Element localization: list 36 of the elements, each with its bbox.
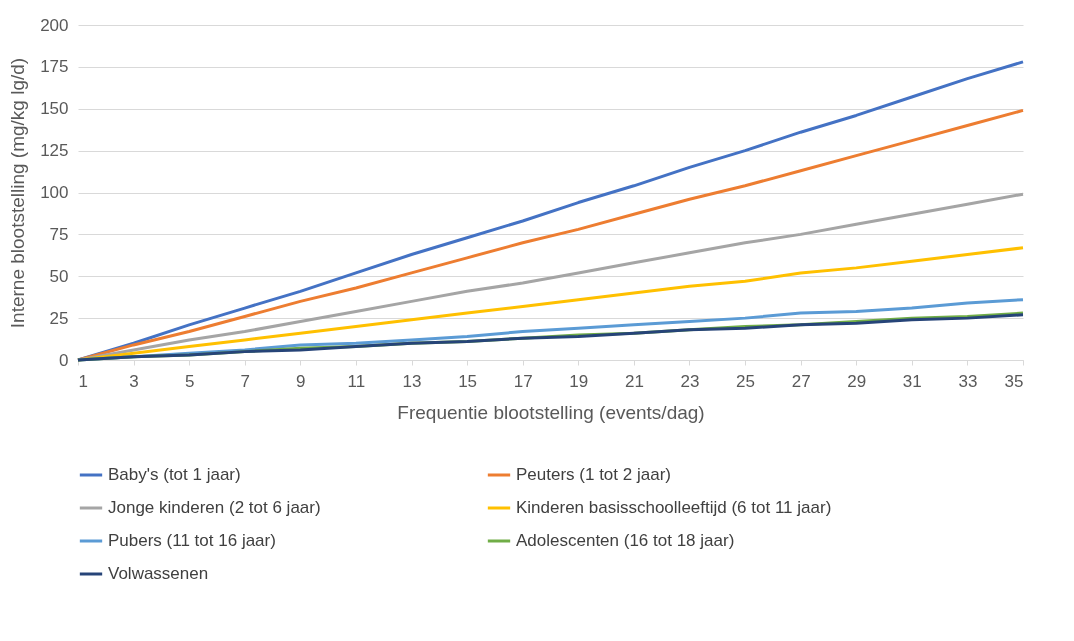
x-tick-label: 1 <box>78 371 88 391</box>
x-tick-label: 17 <box>513 371 533 391</box>
legend-label: Baby's (tot 1 jaar) <box>108 465 241 484</box>
y-tick-label: 75 <box>49 224 69 244</box>
y-tick-label: 125 <box>40 141 69 161</box>
y-tick-label: 50 <box>49 266 69 286</box>
x-tick-label: 23 <box>680 371 700 391</box>
x-tick-label: 5 <box>184 371 195 391</box>
x-tick-label: 7 <box>240 371 250 391</box>
y-axis-title: Interne blootstelling (mg/kg lg/d) <box>7 57 29 329</box>
x-tick-label: 9 <box>296 371 306 391</box>
legend-label: Peuters (1 tot 2 jaar) <box>516 465 671 484</box>
y-tick-label: 0 <box>59 350 69 370</box>
y-tick-label: 100 <box>40 183 69 202</box>
legend-label: Volwassenen <box>108 564 209 583</box>
x-tick-label: 11 <box>347 371 366 391</box>
x-tick-label: 19 <box>569 371 589 391</box>
x-tick-label: 25 <box>736 371 756 391</box>
x-tick-label: 27 <box>791 371 811 391</box>
legend-label: Pubers (11 tot 16 jaar) <box>108 531 276 550</box>
x-tick-label: 13 <box>402 371 422 391</box>
legend-label: Adolescenten (16 tot 18 jaar) <box>516 531 735 550</box>
y-tick-label: 150 <box>40 99 69 119</box>
y-tick-label: 25 <box>49 308 69 328</box>
x-tick-label: 15 <box>458 371 478 391</box>
legend-label: Jonge kinderen (2 tot 6 jaar) <box>108 498 321 517</box>
y-tick-label: 175 <box>40 57 69 77</box>
x-tick-label: 3 <box>129 371 139 391</box>
x-tick-label: 31 <box>902 371 922 391</box>
x-tick-label: 35 <box>1004 371 1024 391</box>
x-tick-label: 33 <box>958 371 978 391</box>
y-tick-label: 200 <box>40 15 69 35</box>
x-axis-title: Frequentie blootstelling (events/dag) <box>397 401 705 423</box>
x-tick-label: 21 <box>624 371 644 391</box>
x-tick-label: 29 <box>847 371 867 391</box>
legend-label: Kinderen basisschoolleeftijd (6 tot 11 jaar) <box>516 498 832 517</box>
